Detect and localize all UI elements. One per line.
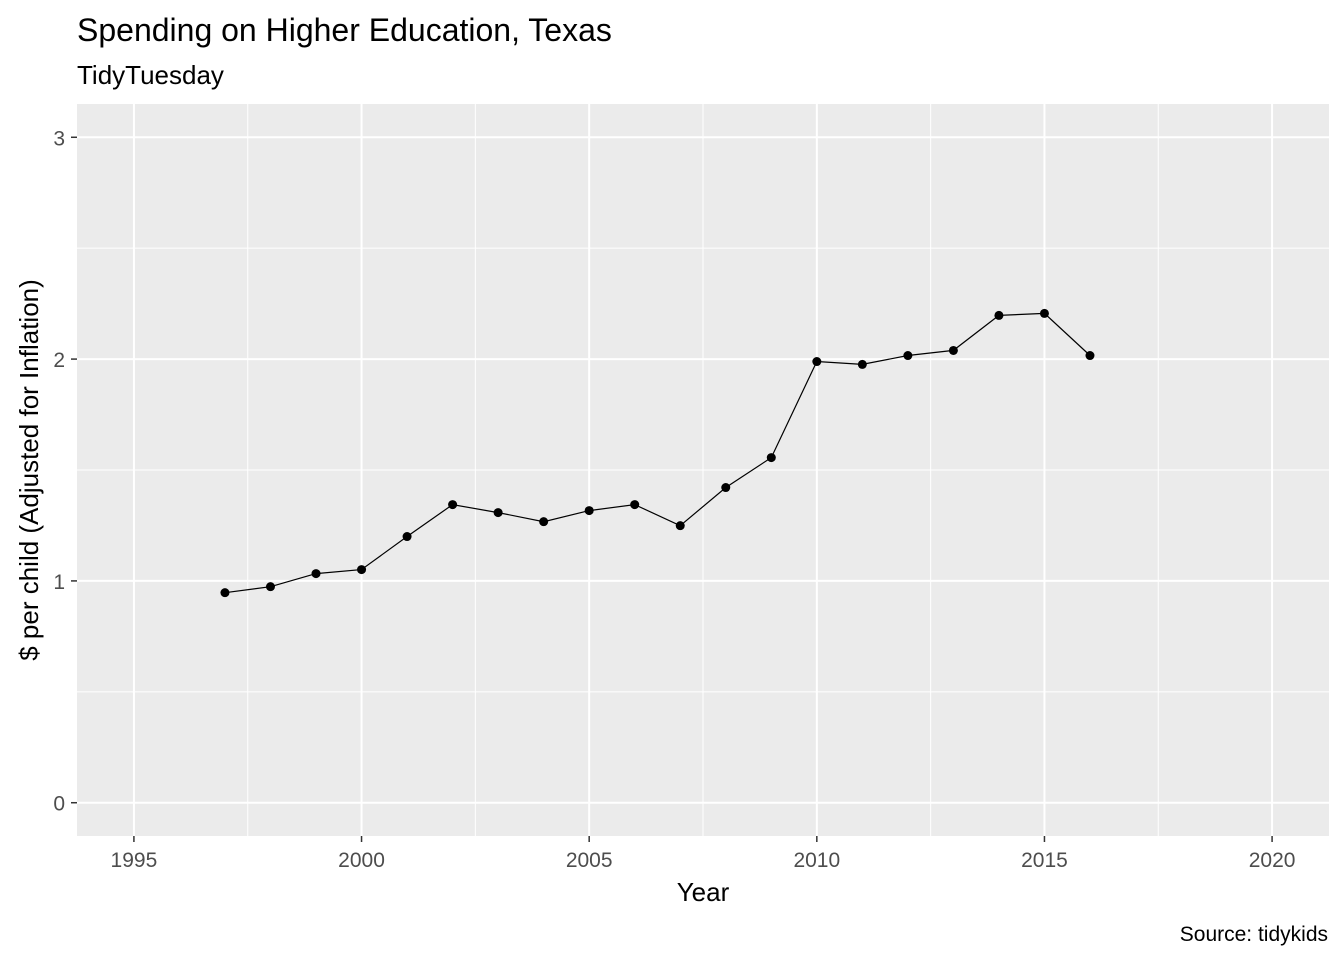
x-tick-label: 2000 — [338, 849, 385, 872]
data-point — [675, 521, 685, 531]
data-point — [721, 483, 731, 493]
data-point — [357, 565, 367, 575]
data-point — [994, 310, 1004, 320]
caption: Source: tidykids — [1180, 923, 1328, 946]
y-tick-label: 0 — [53, 793, 65, 816]
data-point — [584, 506, 594, 516]
chart-title: Spending on Higher Education, Texas — [77, 12, 612, 48]
data-point — [766, 453, 776, 463]
data-point — [265, 582, 275, 592]
y-tick-label: 3 — [53, 127, 65, 150]
chart-subtitle: TidyTuesday — [77, 60, 224, 90]
x-tick-label: 2005 — [566, 849, 613, 872]
data-point — [1039, 308, 1049, 318]
data-point — [857, 359, 867, 369]
data-point — [220, 588, 230, 598]
data-point — [539, 517, 549, 527]
series-points — [220, 308, 1095, 598]
data-point — [311, 569, 321, 579]
x-tick-label: 1995 — [111, 849, 158, 872]
series-line — [224, 312, 1091, 594]
data-point — [948, 345, 958, 355]
data-point — [402, 532, 412, 542]
data-point — [630, 500, 640, 510]
x-tick-label: 2020 — [1249, 849, 1296, 872]
x-tick-label: 2010 — [793, 849, 840, 872]
data-point — [448, 500, 458, 510]
y-tick-label: 2 — [53, 349, 65, 372]
axis-ticks: 1995 2000 2005 2010 2015 2020 0 1 2 3 — [53, 127, 1295, 872]
data-point — [903, 351, 913, 361]
data-point — [493, 508, 503, 518]
y-tick-label: 1 — [53, 571, 65, 594]
data-point — [812, 357, 822, 367]
x-axis-label: Year — [677, 877, 730, 907]
data-point — [1085, 351, 1095, 361]
x-tick-label: 2015 — [1021, 849, 1068, 872]
y-axis-label: $ per child (Adjusted for Inflation) — [14, 279, 44, 661]
gridlines — [77, 104, 1329, 836]
